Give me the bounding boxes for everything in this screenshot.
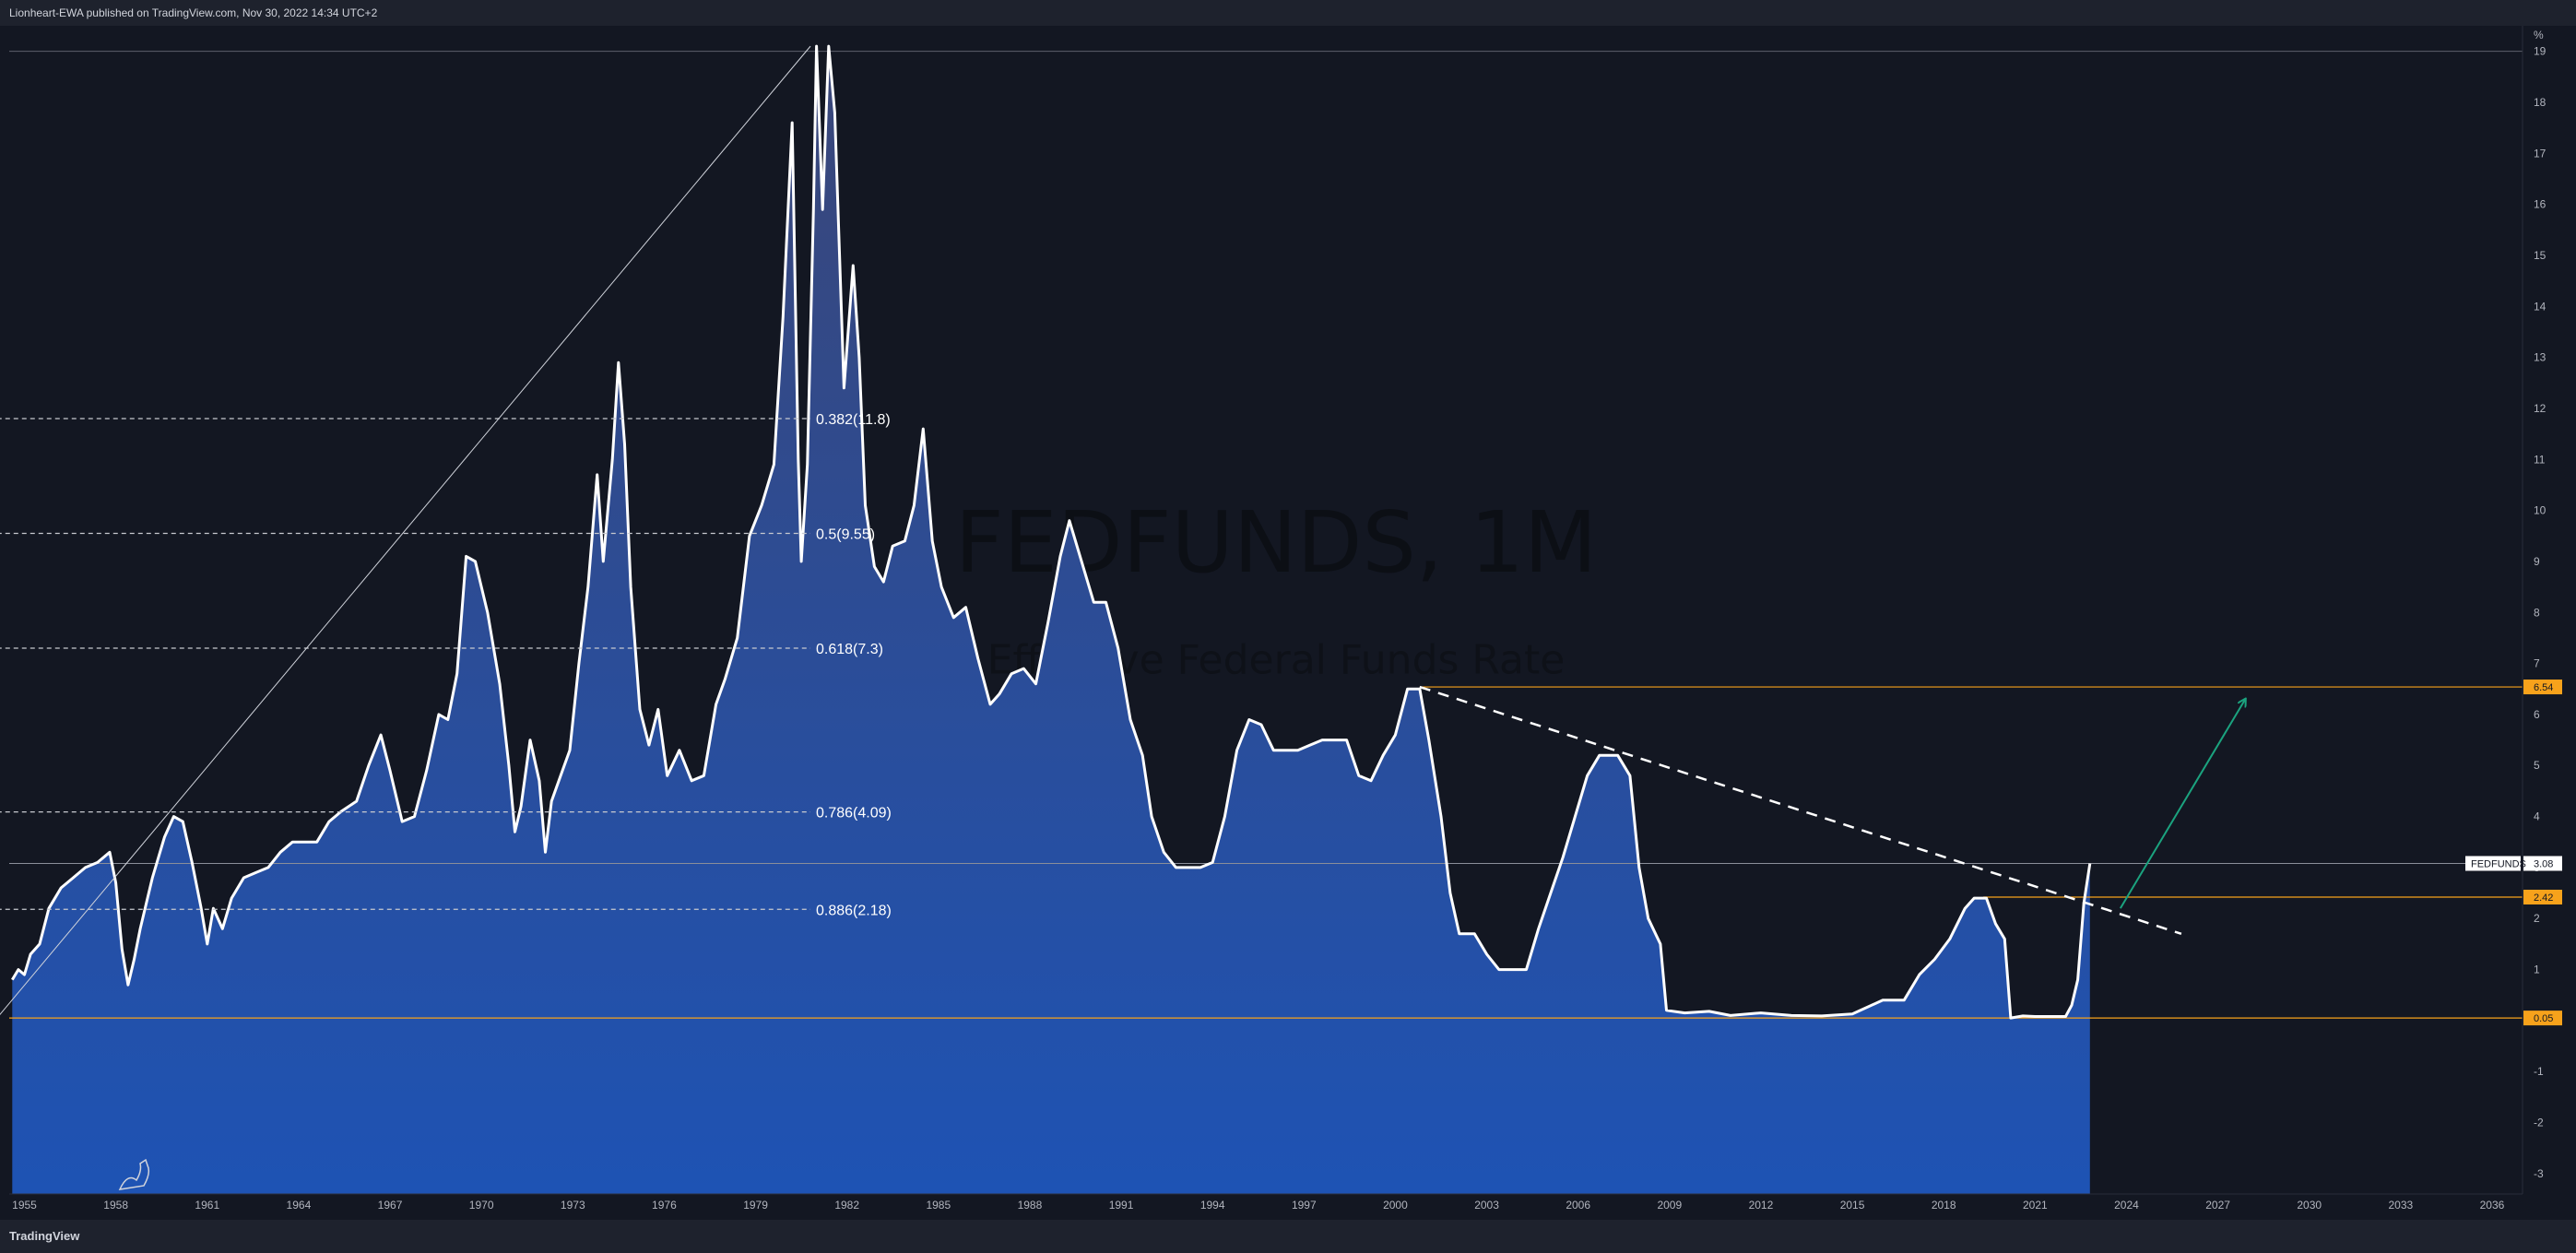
fib-label-2: 0.618(7.3) — [816, 642, 883, 657]
y-tick-label-19: 16 — [2534, 198, 2546, 211]
level-tag-2 — [2523, 1011, 2562, 1026]
x-tick-label-3: 1964 — [287, 1199, 312, 1212]
y-tick-label-14: 11 — [2534, 453, 2546, 466]
y-tick-label-2: -1 — [2534, 1065, 2544, 1078]
x-tick-label-27: 2036 — [2480, 1199, 2505, 1212]
current-price-tag-label: 3.08 — [2534, 858, 2553, 869]
x-tick-label-13: 1994 — [1200, 1199, 1225, 1212]
trend-line — [0, 45, 811, 1016]
x-tick-label-24: 2027 — [2205, 1199, 2230, 1212]
symbol-tag-label: FEDFUNDS — [2471, 858, 2526, 869]
y-tick-label-22: 19 — [2534, 45, 2546, 58]
y-axis-background — [2523, 26, 2576, 1220]
tradingview-mascot-icon — [118, 1158, 150, 1190]
fib-label-4: 0.886(2.18) — [816, 903, 892, 918]
y-tick-label-1: -2 — [2534, 1117, 2544, 1129]
y-tick-label-20: 17 — [2534, 147, 2546, 160]
x-tick-label-19: 2012 — [1749, 1199, 1774, 1212]
x-tick-label-5: 1970 — [469, 1199, 494, 1212]
x-tick-label-15: 2000 — [1383, 1199, 1408, 1212]
y-tick-label-15: 12 — [2534, 402, 2546, 415]
publisher-bar: Lionheart-EWA published on TradingView.c… — [0, 0, 2576, 26]
y-tick-label-5: 2 — [2534, 912, 2540, 925]
series-area-fill — [12, 46, 2090, 1195]
tradingview-brand-text: TradingView — [9, 1229, 80, 1243]
x-tick-label-11: 1988 — [1018, 1199, 1043, 1212]
watermark-symbol: FEDFUNDS, 1M — [955, 493, 1598, 592]
projection-arrow — [2119, 699, 2245, 909]
x-tick-label-17: 2006 — [1566, 1199, 1590, 1212]
level-tag-label-1: 2.42 — [2534, 892, 2553, 904]
series-line — [11, 44, 2092, 1020]
fib-label-0: 0.382(11.8) — [816, 412, 891, 428]
y-tick-label-18: 15 — [2534, 249, 2546, 262]
x-tick-label-4: 1967 — [378, 1199, 403, 1212]
x-tick-label-7: 1976 — [652, 1199, 677, 1212]
x-tick-label-1: 1958 — [103, 1199, 128, 1212]
level-tag-0 — [2523, 680, 2562, 695]
level-tag-1 — [2523, 889, 2562, 904]
y-tick-label-21: 18 — [2534, 96, 2546, 109]
y-tick-label-8: 5 — [2534, 759, 2540, 772]
x-tick-label-25: 2030 — [2297, 1199, 2322, 1212]
y-tick-label-10: 7 — [2534, 657, 2540, 670]
y-tick-label-0: -3 — [2534, 1167, 2544, 1180]
y-tick-label-17: 14 — [2534, 300, 2546, 313]
current-price-tag — [2523, 856, 2562, 871]
tradingview-logo[interactable]: TradingView — [9, 1229, 79, 1243]
x-tick-label-22: 2021 — [2023, 1199, 2048, 1212]
fib-label-3: 0.786(4.09) — [816, 806, 892, 822]
y-tick-label-9: 6 — [2534, 708, 2540, 721]
x-tick-label-23: 2024 — [2114, 1199, 2139, 1212]
x-tick-label-2: 1961 — [195, 1199, 219, 1212]
fib-label-1: 0.5(9.55) — [816, 527, 875, 543]
x-tick-label-12: 1991 — [1109, 1199, 1134, 1212]
x-tick-label-6: 1973 — [561, 1199, 585, 1212]
y-tick-label-7: 4 — [2534, 810, 2540, 823]
y-tick-label-13: 10 — [2534, 504, 2546, 517]
x-tick-label-16: 2003 — [1474, 1199, 1499, 1212]
y-tick-label-16: 13 — [2534, 351, 2546, 364]
y-axis-unit: % — [2534, 29, 2544, 41]
level-tag-label-2: 0.05 — [2534, 1013, 2553, 1024]
x-tick-label-26: 2033 — [2388, 1199, 2413, 1212]
x-tick-label-21: 2018 — [1932, 1199, 1956, 1212]
y-tick-label-11: 8 — [2534, 606, 2540, 619]
y-tick-label-12: 9 — [2534, 555, 2540, 568]
level-tag-label-0: 6.54 — [2534, 682, 2553, 693]
x-tick-label-18: 2009 — [1657, 1199, 1682, 1212]
x-tick-label-14: 1997 — [1292, 1199, 1317, 1212]
footer-bar: TradingView — [0, 1220, 2576, 1253]
x-tick-label-10: 1985 — [926, 1199, 951, 1212]
y-tick-label-4: 1 — [2534, 963, 2540, 976]
resistance-dashed-line — [1419, 685, 2182, 936]
x-tick-label-0: 1955 — [12, 1199, 37, 1212]
x-tick-label-20: 2015 — [1840, 1199, 1865, 1212]
x-tick-label-9: 1982 — [834, 1199, 859, 1212]
x-tick-label-8: 1979 — [743, 1199, 768, 1212]
symbol-tag — [2465, 856, 2521, 871]
publisher-text: Lionheart-EWA published on TradingView.c… — [9, 6, 378, 19]
